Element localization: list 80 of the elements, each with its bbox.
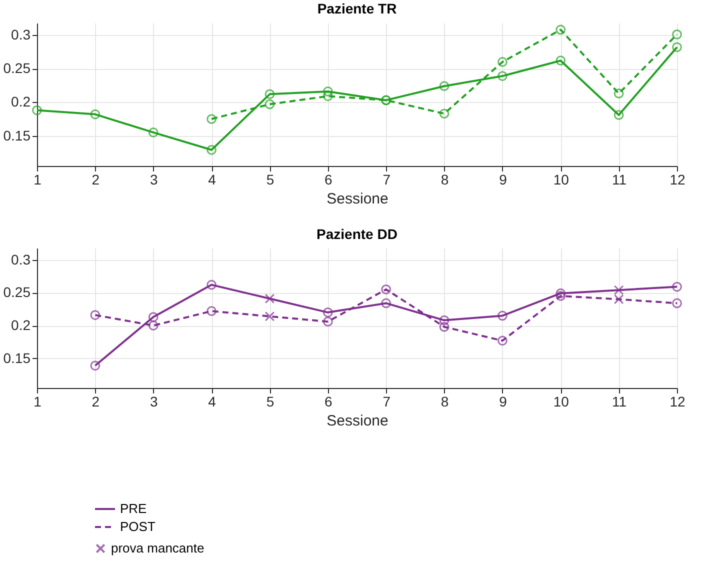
point [614, 285, 624, 295]
x-tick-label: 8 [440, 172, 449, 188]
point [439, 322, 450, 332]
x-tick-label: 4 [208, 394, 216, 410]
legend-label: POST [120, 519, 156, 534]
chart-title: Paziente DD [316, 226, 398, 242]
y-tick-label: 0.3 [11, 26, 31, 43]
point [556, 24, 566, 35]
x-tick-label: 1 [34, 394, 42, 410]
point [90, 360, 100, 371]
point [672, 298, 682, 308]
x-tick-label: 12 [670, 394, 686, 410]
point [322, 91, 333, 102]
x-axis-title: Sessione [326, 190, 388, 208]
point [498, 57, 508, 67]
point [498, 310, 508, 321]
y-tick-label: 0.2 [11, 317, 31, 334]
point [614, 110, 624, 120]
point [206, 144, 216, 155]
point [556, 56, 566, 66]
point [672, 29, 682, 40]
y-tick-label: 0.15 [3, 127, 31, 144]
point [322, 307, 333, 318]
point [148, 320, 158, 330]
point [381, 298, 392, 308]
x-tick-label: 5 [266, 394, 274, 410]
point [206, 306, 216, 316]
point [498, 336, 508, 346]
point [264, 89, 275, 100]
point [264, 311, 275, 322]
point [90, 310, 100, 320]
point [614, 88, 624, 98]
point [556, 291, 566, 301]
y-tick-label: 0.2 [11, 94, 31, 110]
point [439, 315, 450, 326]
y-tick-label: 0.3 [11, 251, 31, 268]
x-tick-label: 12 [670, 172, 686, 188]
point [322, 86, 333, 96]
point [264, 99, 275, 110]
x-axis-title: Sessione [326, 412, 388, 430]
x-tick-label: 11 [612, 394, 627, 410]
legend-label: PRE [120, 501, 148, 516]
x-tick-label: 7 [382, 394, 391, 410]
x-tick-label: 10 [553, 394, 570, 410]
point [264, 294, 275, 304]
point [614, 294, 624, 304]
x-tick-label: 2 [92, 172, 100, 188]
legend-label: prova mancante [111, 540, 204, 556]
x-tick-label: 7 [382, 172, 391, 188]
point [206, 280, 216, 290]
x-tick-label: 10 [553, 172, 570, 188]
y-tick-label: 0.25 [3, 284, 31, 300]
point [556, 288, 566, 298]
point [322, 316, 333, 327]
chart-title: Paziente TR [317, 0, 397, 17]
x-tick-label: 9 [499, 394, 508, 410]
x-tick-label: 2 [92, 394, 100, 410]
point [672, 42, 682, 52]
x-tick-label: 11 [612, 172, 627, 188]
x-tick-label: 1 [34, 172, 42, 188]
x-tick-label: 5 [266, 172, 274, 188]
y-tick-label: 0.25 [3, 60, 31, 76]
point [90, 109, 100, 120]
x-tick-label: 9 [499, 172, 508, 188]
point [32, 105, 42, 116]
x-tick-label: 4 [208, 172, 216, 188]
y-tick-label: 0.15 [3, 350, 31, 366]
x-tick-label: 8 [440, 394, 449, 410]
point [672, 282, 682, 292]
point [498, 71, 508, 81]
point [148, 312, 158, 322]
point [206, 114, 216, 124]
x-tick-label: 6 [324, 394, 333, 410]
point [148, 128, 158, 138]
point [381, 284, 392, 294]
x-tick-label: 3 [150, 394, 158, 410]
x-tick-label: 3 [150, 172, 158, 188]
point [439, 108, 450, 119]
x-tick-label: 6 [324, 172, 333, 188]
point [439, 81, 450, 92]
